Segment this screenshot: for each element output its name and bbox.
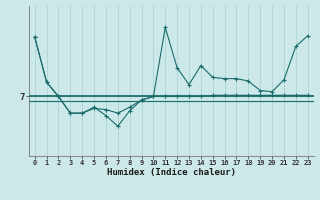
X-axis label: Humidex (Indice chaleur): Humidex (Indice chaleur) [107, 168, 236, 177]
